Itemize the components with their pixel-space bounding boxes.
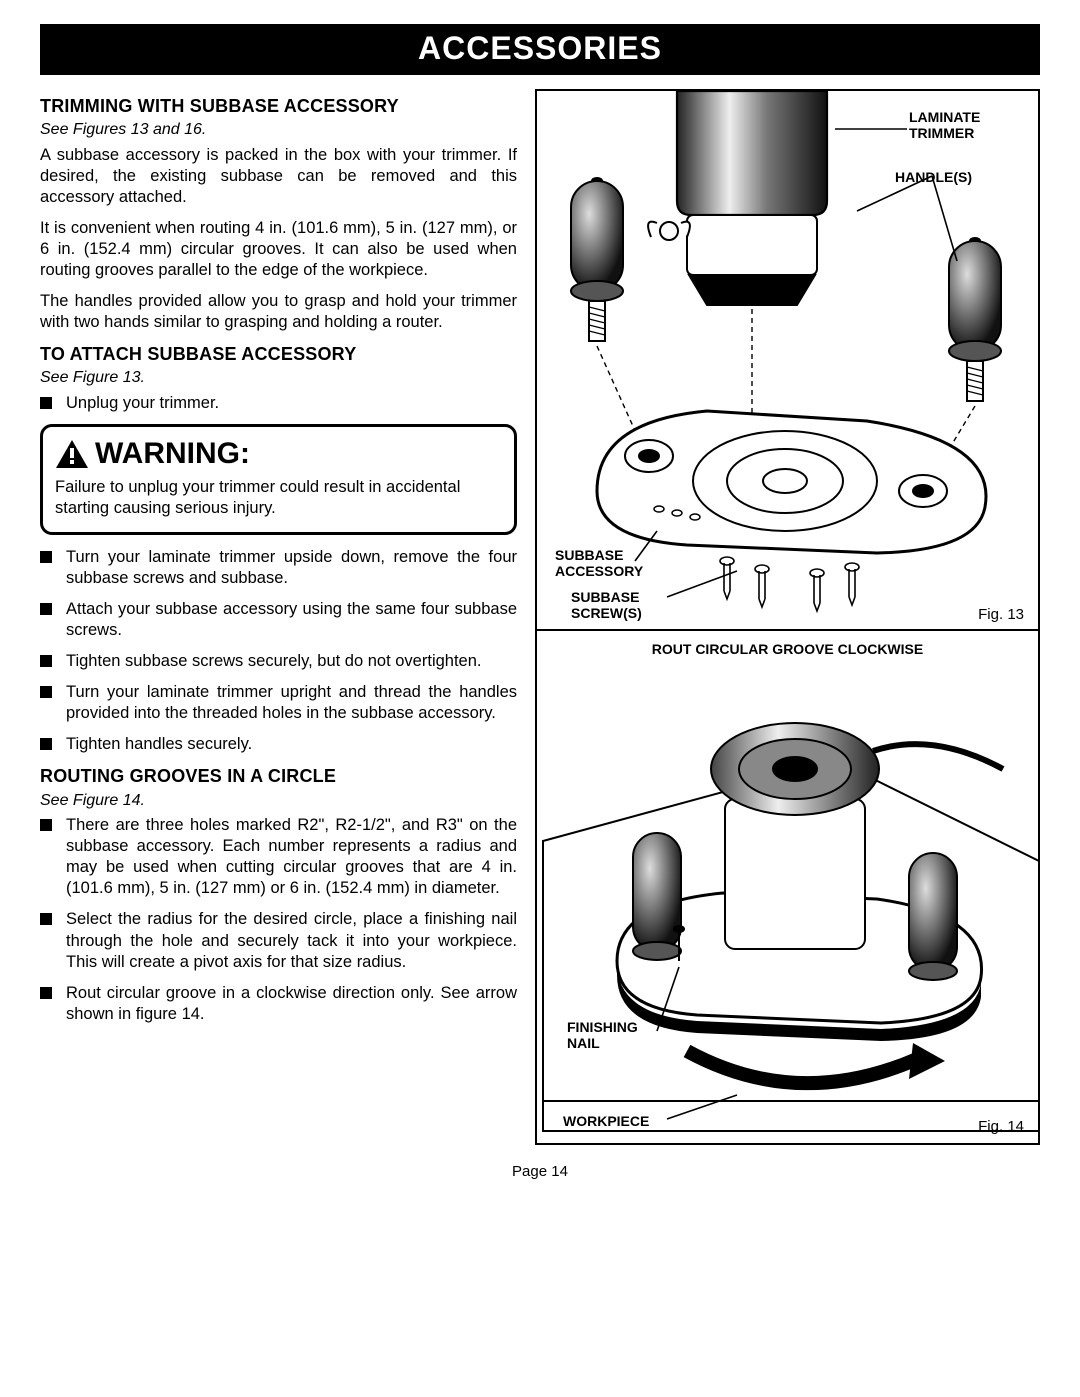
list-item: Tighten handles securely. [40, 734, 517, 755]
list-item: Unplug your trimmer. [40, 393, 517, 414]
label-handles: HANDLE(S) [895, 169, 972, 185]
list-item: Select the radius for the desired circle… [40, 909, 517, 972]
warning-box: WARNING: Failure to unplug your trimmer … [40, 424, 517, 535]
figure-13-caption: Fig. 13 [978, 606, 1024, 623]
label-finishing-nail: FINISHING NAIL [567, 1019, 638, 1051]
para-3: The handles provided allow you to grasp … [40, 291, 517, 333]
list-item: Turn your laminate trimmer upside down, … [40, 547, 517, 589]
label-subbase-screws: SUBBASE SCREW(S) [571, 589, 642, 621]
left-column: TRIMMING WITH SUBBASE ACCESSORY See Figu… [40, 89, 517, 1145]
warning-text: Failure to unplug your trimmer could res… [55, 477, 502, 519]
section-banner: ACCESSORIES [40, 24, 1040, 75]
para-1: A subbase accessory is packed in the box… [40, 145, 517, 208]
heading-attach: TO ATTACH SUBBASE ACCESSORY [40, 343, 517, 366]
list-item: Attach your subbase accessory using the … [40, 599, 517, 641]
figure-13: LAMINATE TRIMMER HANDLE(S) SUBBASE ACCES… [537, 91, 1038, 631]
para-2: It is convenient when routing 4 in. (101… [40, 218, 517, 281]
label-subbase-accessory: SUBBASE ACCESSORY [555, 547, 643, 579]
see-ref-1: See Figures 13 and 16. [40, 120, 517, 140]
list-item: There are three holes marked R2", R2-1/2… [40, 815, 517, 899]
list-item: Tighten subbase screws securely, but do … [40, 651, 517, 672]
see-ref-3: See Figure 14. [40, 791, 517, 811]
figure-14-caption: Fig. 14 [978, 1118, 1024, 1135]
warning-triangle-icon [55, 439, 89, 469]
heading-routing: ROUTING GROOVES IN A CIRCLE [40, 765, 517, 788]
label-workpiece: WORKPIECE [563, 1113, 649, 1129]
figure-14: ROUT CIRCULAR GROOVE CLOCKWISE [537, 631, 1038, 1143]
list-item: Turn your laminate trimmer upright and t… [40, 682, 517, 724]
list-item: Rout circular groove in a clockwise dire… [40, 983, 517, 1025]
see-ref-2: See Figure 13. [40, 368, 517, 388]
right-column: LAMINATE TRIMMER HANDLE(S) SUBBASE ACCES… [535, 89, 1040, 1145]
page-number: Page 14 [40, 1163, 1040, 1180]
heading-trimming: TRIMMING WITH SUBBASE ACCESSORY [40, 95, 517, 118]
figure-14-illustration [537, 631, 1042, 1143]
label-laminate-trimmer: LAMINATE TRIMMER [909, 109, 980, 141]
warning-title: WARNING: [95, 435, 250, 473]
label-rout-clockwise: ROUT CIRCULAR GROOVE CLOCKWISE [537, 641, 1038, 657]
